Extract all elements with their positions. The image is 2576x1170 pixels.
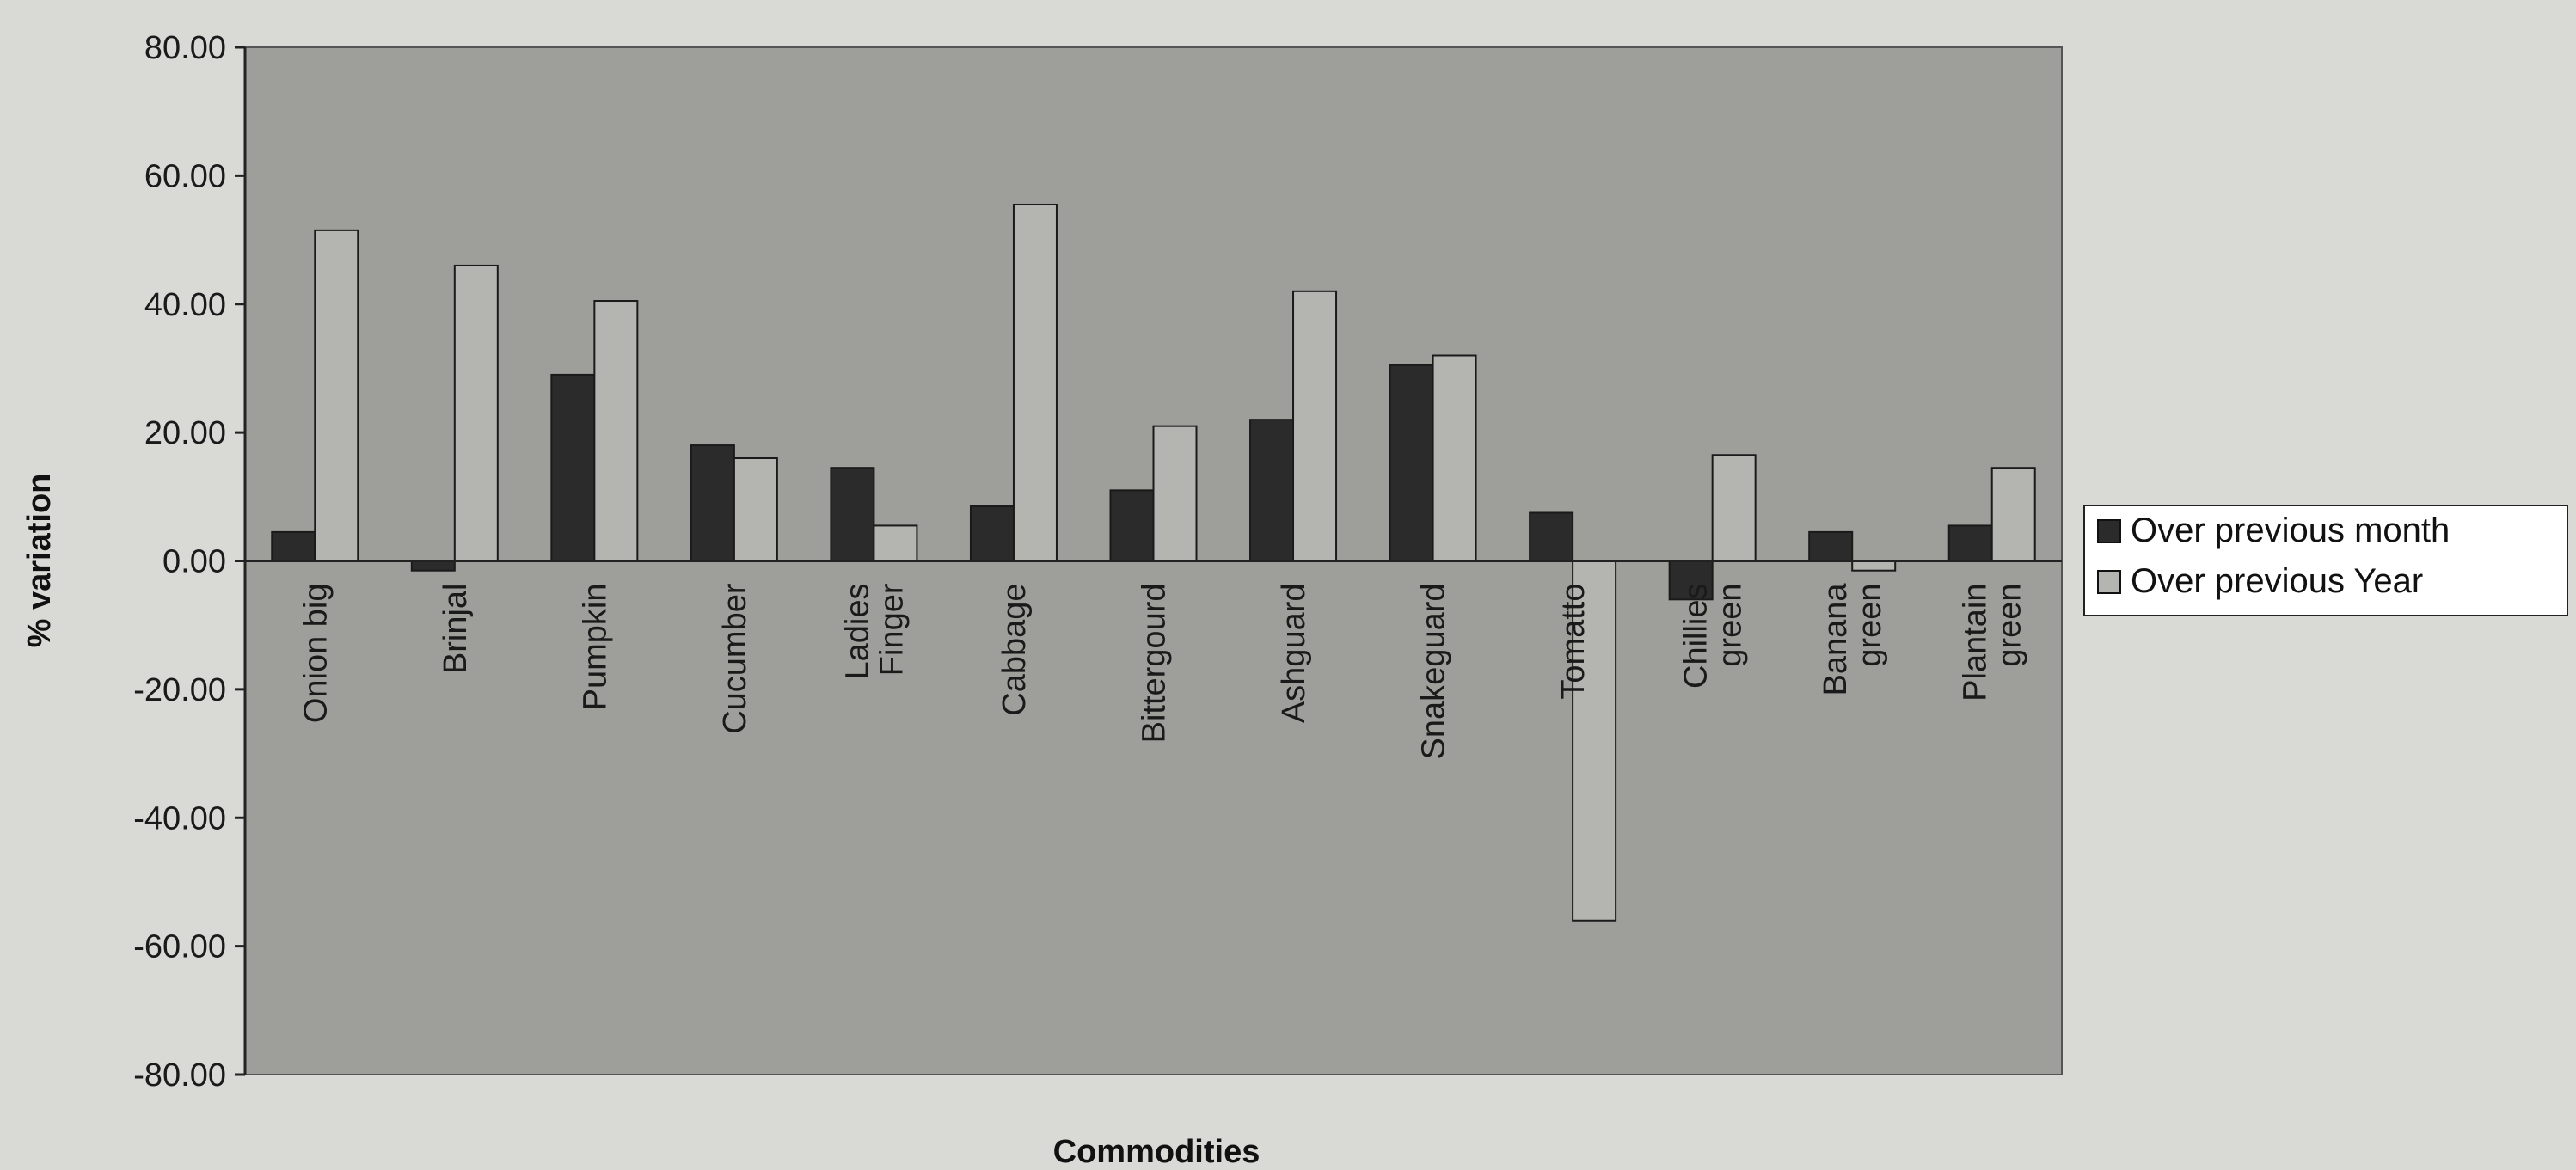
bar-month-8 — [1250, 420, 1293, 560]
bar-year-2 — [455, 266, 498, 561]
category-label: Finger — [874, 583, 910, 676]
y-tick-label: -40.00 — [133, 800, 226, 836]
bar-year-13 — [1992, 468, 2035, 560]
bar-month-2 — [412, 561, 455, 571]
category-label: Ashguard — [1276, 584, 1312, 724]
legend-swatch-year — [2098, 571, 2120, 593]
bar-month-3 — [551, 375, 594, 561]
y-tick-label: 40.00 — [144, 287, 226, 323]
bar-month-12 — [1809, 532, 1852, 561]
bar-year-12 — [1852, 561, 1895, 571]
category-label: Tomatto — [1555, 584, 1592, 700]
bar-year-3 — [594, 301, 637, 560]
bar-month-6 — [971, 506, 1014, 560]
bar-month-13 — [1949, 525, 1992, 560]
bar-month-1 — [272, 532, 315, 561]
y-tick-label: -60.00 — [133, 929, 226, 965]
bar-month-5 — [831, 468, 874, 560]
bar-year-6 — [1014, 205, 1057, 561]
category-label: Chillies — [1678, 584, 1714, 689]
bar-month-7 — [1111, 490, 1154, 560]
category-label: Onion big — [297, 584, 334, 724]
category-label: green — [1852, 584, 1888, 667]
y-tick-label: 0.00 — [163, 544, 226, 580]
bar-year-11 — [1713, 455, 1756, 560]
y-tick-label: -20.00 — [133, 672, 226, 708]
bar-year-4 — [734, 458, 777, 561]
category-label: Ladies — [839, 584, 875, 680]
y-tick-label: 60.00 — [144, 158, 226, 194]
y-axis-title: % variation — [21, 474, 58, 648]
legend-label-month: Over previous month — [2131, 511, 2450, 549]
bar-year-1 — [315, 230, 358, 561]
x-axis-title: Commodities — [1053, 1134, 1260, 1170]
y-tick-label: 20.00 — [144, 415, 226, 451]
legend-swatch-month — [2098, 520, 2120, 542]
category-label: Cucumber — [717, 583, 753, 734]
y-tick-label: 80.00 — [144, 30, 226, 66]
bar-month-4 — [691, 445, 734, 560]
bar-year-9 — [1433, 356, 1476, 561]
legend: Over previous month Over previous Year — [2084, 505, 2567, 616]
category-label: Pumpkin — [577, 584, 613, 711]
category-label: Plantain — [1958, 584, 1994, 701]
legend-label-year: Over previous Year — [2131, 562, 2423, 600]
category-label: green — [1992, 584, 2028, 667]
bar-year-8 — [1293, 291, 1336, 561]
y-tick-label: -80.00 — [133, 1057, 226, 1093]
bar-year-7 — [1154, 426, 1197, 561]
category-label: Snakeguard — [1416, 584, 1452, 760]
category-label: Bittergourd — [1137, 584, 1173, 744]
bar-year-5 — [874, 525, 917, 560]
category-label: Banana — [1818, 583, 1854, 696]
category-label: green — [1713, 584, 1749, 667]
bar-month-9 — [1390, 365, 1433, 561]
bar-month-10 — [1530, 512, 1573, 560]
category-label: Cabbage — [997, 584, 1033, 716]
category-label: Brinjal — [438, 584, 474, 675]
